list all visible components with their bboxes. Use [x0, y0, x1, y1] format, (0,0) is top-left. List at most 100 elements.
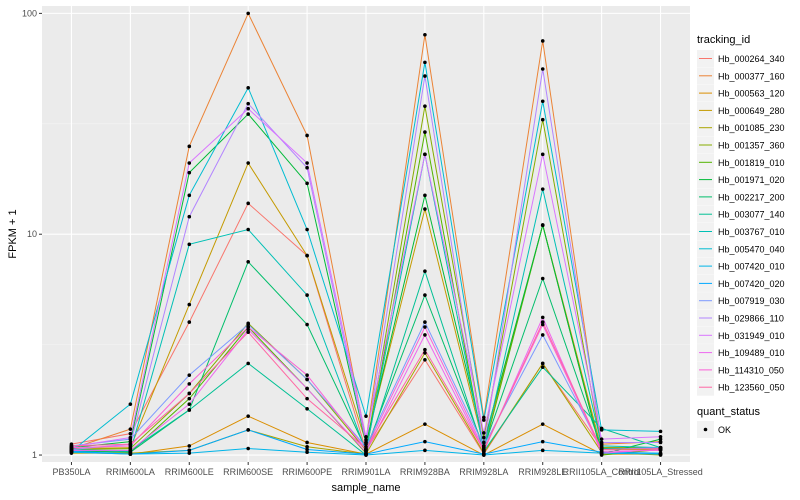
data-point [246, 260, 250, 264]
legend-label: Hb_001819_010 [718, 158, 785, 168]
data-point [187, 448, 192, 453]
data-point [423, 439, 427, 444]
data-point [128, 452, 133, 456]
x-tick-label: RRIM600PE [282, 467, 332, 477]
data-point [128, 442, 133, 446]
data-point [482, 435, 486, 440]
data-point [305, 293, 309, 297]
legend-label: Hb_001971_020 [718, 175, 785, 185]
x-tick-label: RRII105LA_Stressed [618, 467, 703, 477]
x-tick-label: RRIM600LA [106, 467, 155, 477]
legend-label: Hb_000377_160 [718, 71, 785, 81]
data-point [305, 253, 309, 258]
data-point [540, 39, 545, 43]
legend-label: Hb_003077_140 [718, 210, 785, 220]
point-legend-title: quant_status [697, 406, 760, 418]
data-point [305, 450, 309, 455]
data-point [540, 320, 545, 324]
data-point [482, 415, 486, 420]
data-point [128, 402, 133, 406]
legend-items: Hb_000264_340 Hb_000377_160 Hb_000563_120 H… [697, 50, 785, 396]
x-tick-label: RRIM928BA [400, 467, 450, 477]
data-point [128, 427, 133, 431]
data-point [540, 422, 545, 426]
data-point [305, 386, 309, 391]
legend-label: Hb_029866_110 [718, 314, 784, 324]
legend-label: Hb_000649_280 [718, 106, 785, 116]
data-point [305, 322, 309, 327]
data-point [187, 214, 192, 219]
x-tick-label: RRII105LA_Control [563, 467, 641, 477]
data-point [364, 446, 368, 451]
data-point [599, 428, 604, 432]
data-point [246, 446, 250, 451]
data-point [128, 439, 133, 444]
data-point [305, 444, 309, 449]
data-point [540, 276, 545, 281]
data-point [423, 325, 427, 329]
data-point [540, 315, 545, 320]
data-point [128, 448, 133, 453]
data-point [187, 451, 192, 455]
data-point [305, 133, 309, 138]
data-point [187, 242, 192, 247]
data-point [246, 325, 250, 329]
data-point [246, 161, 250, 165]
data-point [423, 269, 427, 273]
x-tick-label: RRIM600SE [223, 467, 273, 477]
data-point [128, 431, 133, 436]
data-point [482, 452, 486, 456]
x-axis-title: sample_name [331, 482, 400, 494]
data-point [364, 434, 368, 439]
y-tick-label: 100 [22, 8, 37, 18]
data-point [305, 406, 309, 411]
data-point [423, 193, 427, 198]
legend: tracking_id Hb_000264_340Hb_000377_160Hb… [697, 34, 785, 396]
data-point [364, 414, 368, 418]
y-axis-title: FPKM + 1 [7, 209, 19, 258]
data-point [305, 165, 309, 170]
data-point [658, 446, 663, 451]
legend-label: Hb_000563_120 [718, 89, 785, 99]
data-point [423, 357, 427, 362]
data-point [364, 450, 368, 455]
x-tick-label: RRIM928LE [518, 467, 567, 477]
data-point [246, 106, 250, 111]
data-point [423, 333, 427, 337]
data-point [246, 414, 250, 418]
data-point [540, 117, 545, 122]
data-point [187, 391, 192, 396]
data-point [305, 181, 309, 186]
data-point [423, 293, 427, 297]
data-point [187, 161, 192, 165]
data-point [246, 11, 250, 16]
data-point [423, 152, 427, 157]
data-point [305, 373, 309, 377]
data-point [246, 361, 250, 366]
data-point [658, 434, 663, 439]
x-tick-label: RRIM928LA [459, 467, 508, 477]
x-axis: PB350LA RRIM600LA RRIM600LE RRIM600SE RRIM60… [52, 462, 703, 477]
data-point [423, 130, 427, 134]
data-point [187, 402, 192, 406]
data-point [187, 193, 192, 198]
data-point [305, 161, 309, 165]
data-point [187, 396, 192, 401]
legend-label: Hb_005470_040 [718, 244, 785, 254]
data-point [423, 104, 427, 108]
data-point [187, 444, 192, 448]
data-point [658, 440, 663, 445]
data-point [246, 112, 250, 116]
legend-label: Hb_031949_010 [718, 331, 785, 341]
data-point [246, 327, 250, 332]
data-point [540, 187, 545, 191]
y-axis: 1 10 100 [22, 8, 42, 460]
data-point [599, 440, 604, 445]
data-point [423, 422, 427, 426]
data-point [187, 408, 192, 412]
data-point [658, 451, 663, 455]
data-point [305, 447, 309, 452]
legend-label: Hb_002217_200 [718, 192, 785, 202]
data-point [246, 86, 250, 90]
